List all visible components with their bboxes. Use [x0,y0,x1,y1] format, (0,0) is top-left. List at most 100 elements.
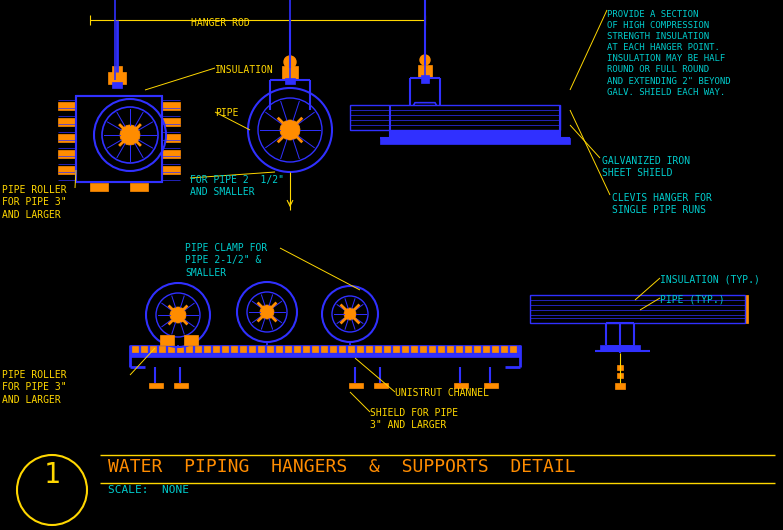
Bar [321,346,327,352]
Text: PIPE CLAMP FOR
PIPE 2-1/2" &
SMALLER: PIPE CLAMP FOR PIPE 2-1/2" & SMALLER [185,243,267,278]
Bar [570,295,578,323]
Text: PIPE (TYP.): PIPE (TYP.) [660,295,724,305]
Text: SCALE:  NONE: SCALE: NONE [108,485,189,495]
Bar [438,346,444,352]
Bar [130,345,520,353]
Bar [267,346,273,352]
Bar [530,295,538,323]
Bar [530,105,538,130]
Bar [484,383,498,388]
Bar [670,295,678,323]
Bar [222,346,228,352]
Circle shape [170,307,186,323]
Bar [285,346,291,352]
Bar [384,346,390,352]
Circle shape [248,88,332,172]
Bar [276,346,282,352]
Bar [483,346,489,352]
Bar [400,105,408,130]
Bar [76,96,162,182]
Bar [195,346,201,352]
Bar [510,346,516,352]
Bar [550,105,558,130]
Bar [465,346,471,352]
Bar [130,353,520,357]
Bar [560,295,568,323]
Bar [610,295,618,323]
Circle shape [146,283,210,347]
Bar [112,82,122,88]
Bar [282,66,298,80]
Bar [112,66,122,74]
Text: FOR PIPE 2  1/2"
AND SMALLER: FOR PIPE 2 1/2" AND SMALLER [190,175,284,197]
Circle shape [102,107,158,163]
Bar [620,295,628,323]
Bar [357,346,363,352]
Bar [162,134,180,142]
Bar [630,295,638,323]
Bar [410,105,418,130]
Bar [375,346,381,352]
Circle shape [260,305,274,319]
Bar [168,346,174,352]
Circle shape [420,55,430,65]
Circle shape [94,99,166,171]
Bar [540,105,548,130]
Bar [149,383,163,388]
Circle shape [17,455,87,525]
Text: 1: 1 [44,461,60,489]
Bar [303,346,309,352]
Bar [650,295,658,323]
Bar [108,72,126,84]
Bar [339,346,345,352]
Bar [615,383,625,389]
Bar [393,346,399,352]
Bar [450,105,458,130]
Bar [740,295,748,323]
Bar [510,105,518,130]
Text: PIPE ROLLER
FOR PIPE 3"
AND LARGER: PIPE ROLLER FOR PIPE 3" AND LARGER [2,185,67,220]
Bar [390,130,560,138]
Circle shape [247,292,287,332]
Bar [58,118,76,126]
Bar [606,345,634,351]
Bar [294,346,300,352]
Bar [350,105,358,130]
Bar [360,105,368,130]
Circle shape [322,286,378,342]
Bar [420,346,426,352]
Text: INSULATION: INSULATION [215,65,274,75]
Bar [440,105,448,130]
Text: INSULATION (TYP.): INSULATION (TYP.) [660,275,760,285]
Bar [349,383,363,388]
Bar [580,295,588,323]
Bar [680,295,688,323]
Bar [710,295,718,323]
Bar [600,345,640,351]
Bar [58,134,76,142]
Bar [420,105,428,130]
Text: HANGER ROD: HANGER ROD [190,18,249,28]
Bar [474,346,480,352]
Text: CLEVIS HANGER FOR
SINGLE PIPE RUNS: CLEVIS HANGER FOR SINGLE PIPE RUNS [612,193,712,215]
Bar [454,383,468,388]
Bar [159,346,165,352]
Text: SHIELD FOR PIPE
3" AND LARGER: SHIELD FOR PIPE 3" AND LARGER [370,408,458,430]
Circle shape [120,125,140,145]
Bar [174,383,188,388]
Bar [690,295,698,323]
Bar [184,335,198,345]
Bar [141,346,147,352]
Bar [720,295,728,323]
Circle shape [258,98,322,162]
Bar [285,78,295,84]
Bar [480,105,488,130]
Bar [370,105,378,130]
Polygon shape [405,103,445,137]
Bar [160,335,174,345]
Bar [500,105,508,130]
Bar [312,346,318,352]
Bar [330,346,336,352]
Bar [130,183,148,191]
Bar [162,102,180,110]
